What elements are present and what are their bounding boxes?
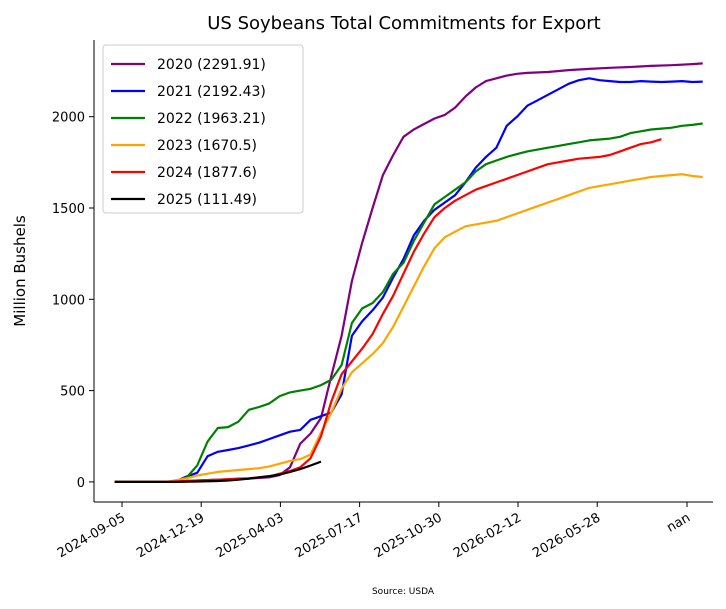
chart-title: US Soybeans Total Commitments for Export <box>207 13 601 34</box>
plot-lines <box>114 62 703 483</box>
legend-entry: 2025 (111.49) <box>157 192 257 208</box>
y-axis-label: Million Bushels <box>11 215 29 327</box>
legend-entry: 2020 (2291.91) <box>157 57 266 73</box>
x-tick-label: 2024-12-19 <box>134 510 207 561</box>
legend-entry: 2021 (2192.43) <box>157 84 266 100</box>
y-tick-label: 1500 <box>52 202 85 217</box>
legend-entry: 2023 (1670.5) <box>157 138 257 154</box>
source-note: Source: USDA <box>372 587 435 597</box>
x-tick-label: 2025-07-17 <box>293 510 366 561</box>
y-tick-label: 1000 <box>52 293 85 308</box>
legend-box <box>102 44 304 214</box>
legend-entry: 2024 (1877.6) <box>157 165 257 181</box>
legend: 2020 (2291.91) 2021 (2192.43) 2022 (1963.2… <box>102 44 304 214</box>
series-line-5 <box>114 460 322 483</box>
y-tick-label: 2000 <box>52 111 85 126</box>
x-tick-label: 2025-10-30 <box>372 510 445 561</box>
legend-entry: 2022 (1963.21) <box>157 111 266 127</box>
y-tick-label: 500 <box>60 385 85 400</box>
y-ticks: 0 500 1000 1500 2000 <box>52 111 94 491</box>
series-line-3 <box>114 173 703 483</box>
x-tick-label: 2026-02-12 <box>451 510 524 561</box>
x-ticks: 2024-09-05 2024-12-19 2025-04-03 2025-07-17… <box>55 502 693 561</box>
x-tick-label: nan <box>664 510 693 535</box>
x-tick-label: 2026-05-28 <box>530 510 603 561</box>
series-line-2 <box>114 122 703 483</box>
x-tick-label: 2025-04-03 <box>213 510 286 561</box>
x-tick-label: 2024-09-05 <box>55 510 128 561</box>
y-tick-label: 0 <box>77 476 85 491</box>
